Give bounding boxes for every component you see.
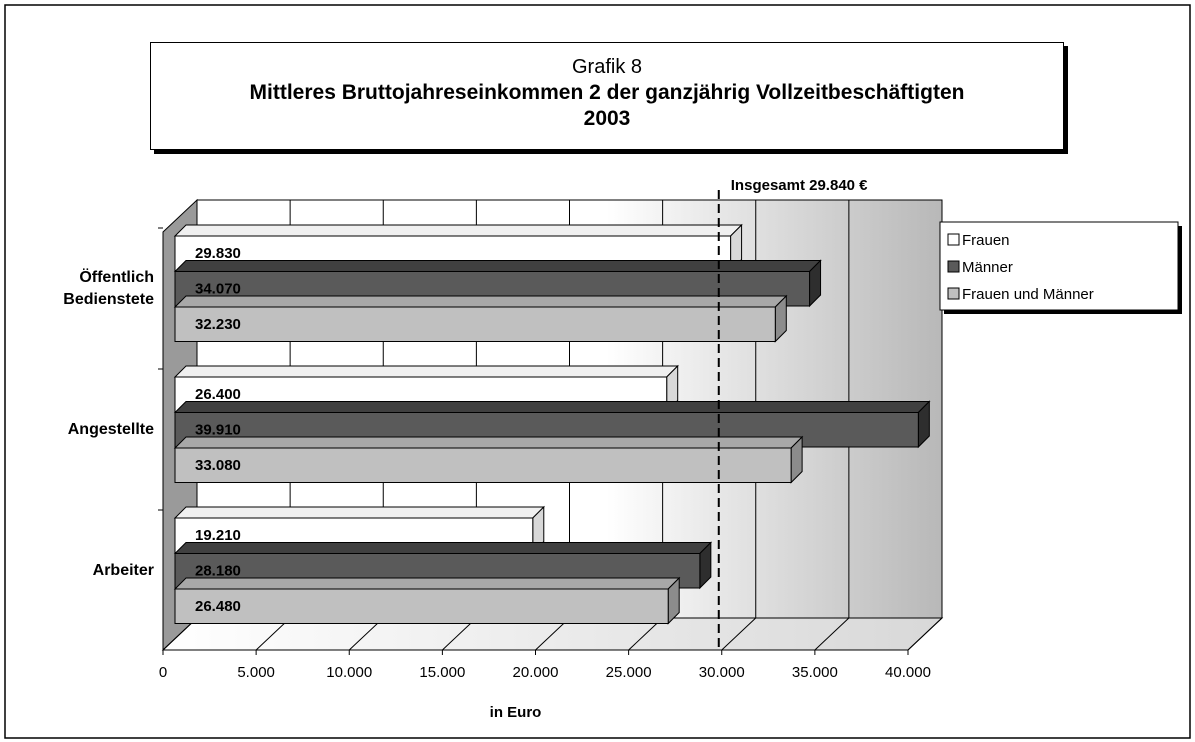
bar-top <box>173 436 804 449</box>
bar-front <box>174 447 792 483</box>
legend-swatch <box>947 233 960 246</box>
y-tick-label: Öffentlich Bedienstete <box>63 269 154 309</box>
floor-grid-line <box>907 617 943 651</box>
bar-front <box>174 306 776 342</box>
x-axis-label: in Euro <box>490 704 542 721</box>
bar-top <box>173 542 713 554</box>
legend <box>939 221 1179 311</box>
legend-swatch <box>947 287 960 300</box>
y-tick-label: Angestellte <box>67 421 154 439</box>
x-tick-label: 10.000 <box>326 664 372 681</box>
bar-top <box>173 365 679 378</box>
data-label: 19.210 <box>195 527 241 544</box>
floor-grid-line <box>814 617 850 651</box>
legend-label: Frauen <box>962 232 1010 249</box>
bar <box>173 435 804 484</box>
x-tick-label: 15.000 <box>419 664 465 681</box>
floor-grid-line <box>721 617 757 651</box>
bar-top <box>173 295 788 308</box>
x-tick-label: 40.000 <box>885 664 931 681</box>
bar <box>173 576 681 625</box>
data-label: 34.070 <box>195 281 241 298</box>
legend-label: Frauen und Männer <box>962 286 1094 303</box>
data-label: 29.830 <box>195 245 241 262</box>
chart-subtitle: 2003 <box>583 107 631 130</box>
bar-top <box>173 577 681 590</box>
x-tick-label: 30.000 <box>699 664 745 681</box>
title-box: Grafik 8 Mittleres Bruttojahreseinkommen… <box>150 42 1064 150</box>
legend-swatch <box>947 260 960 273</box>
bar-top <box>173 506 545 519</box>
x-tick-label: 5.000 <box>237 664 275 681</box>
x-tick-label: 25.000 <box>606 664 652 681</box>
data-label: 39.910 <box>195 422 241 439</box>
data-label: 26.480 <box>195 598 241 615</box>
bar-top <box>173 401 931 413</box>
y-tick-label: Arbeiter <box>92 562 154 580</box>
bar-front <box>174 588 669 624</box>
x-tick-label: 0 <box>159 664 167 681</box>
data-label: 26.400 <box>195 386 241 403</box>
data-label: 28.180 <box>195 563 241 580</box>
outer-border <box>4 4 1191 739</box>
x-tick-label: 20.000 <box>513 664 559 681</box>
chart-title: Grafik 8 <box>571 56 643 78</box>
reference-label: Insgesamt 29.840 € <box>731 177 868 194</box>
data-label: 32.230 <box>195 316 241 333</box>
chart-subtitle: Mittleres Bruttojahreseinkommen 2 der ga… <box>249 81 965 104</box>
bar-top <box>173 224 743 237</box>
data-label: 33.080 <box>195 457 241 474</box>
bar-top <box>173 260 822 272</box>
x-tick-label: 35.000 <box>792 664 838 681</box>
legend-label: Männer <box>962 259 1013 276</box>
bar <box>173 294 788 343</box>
